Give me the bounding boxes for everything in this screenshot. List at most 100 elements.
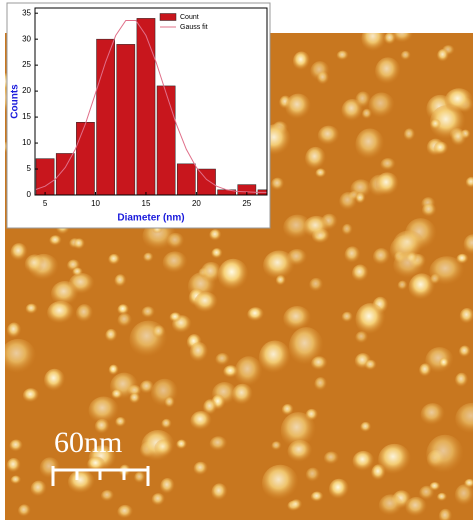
grain — [311, 356, 327, 371]
grain — [112, 389, 123, 399]
grain — [317, 72, 329, 86]
grain — [324, 452, 339, 466]
grain — [161, 419, 172, 429]
grain — [271, 441, 281, 451]
grain — [337, 51, 349, 61]
grain — [118, 313, 133, 328]
grain — [114, 274, 126, 287]
grain — [10, 440, 24, 453]
y-tick-label: 5 — [27, 164, 32, 173]
x-tick-label: 10 — [91, 199, 100, 208]
grain — [398, 280, 408, 290]
grain — [223, 365, 238, 378]
legend-label: Gauss fit — [180, 24, 208, 31]
grain — [170, 312, 182, 322]
grain — [167, 233, 184, 250]
grain — [152, 493, 165, 506]
grain — [375, 57, 401, 85]
histogram-inset: 05101520253035510152025Diameter (nm)Coun… — [7, 3, 276, 228]
grain — [419, 363, 432, 377]
x-tick-label: 15 — [142, 199, 151, 208]
grain — [232, 384, 253, 406]
grain — [26, 304, 38, 315]
bar — [36, 159, 54, 195]
bar — [76, 122, 94, 195]
legend-swatch — [160, 14, 176, 21]
grain — [422, 203, 437, 217]
grain — [218, 259, 249, 292]
grain — [456, 254, 468, 265]
grain — [404, 128, 415, 141]
grain — [445, 88, 473, 114]
grain — [355, 331, 368, 344]
grain — [165, 397, 175, 408]
grain — [263, 251, 295, 281]
grain — [376, 172, 399, 196]
grain — [305, 147, 326, 170]
grain — [40, 457, 60, 479]
grain — [369, 92, 395, 119]
grain — [306, 468, 320, 483]
grain — [304, 216, 330, 239]
grain — [108, 254, 120, 265]
grain — [293, 52, 310, 71]
grain — [426, 435, 464, 475]
grain — [281, 412, 316, 450]
y-axis-label: Counts — [10, 84, 21, 119]
grain — [23, 388, 39, 403]
grain — [355, 91, 370, 108]
grain — [211, 483, 227, 501]
grain — [419, 486, 435, 501]
bar — [197, 169, 215, 195]
bar — [117, 44, 135, 195]
grain — [455, 373, 468, 388]
scale-bar-label: 60nm — [54, 426, 122, 459]
grain — [355, 128, 384, 160]
y-tick-label: 15 — [22, 112, 31, 121]
grain — [143, 253, 153, 263]
grain — [68, 470, 95, 494]
grain — [259, 341, 291, 375]
grain — [342, 312, 353, 323]
grain — [163, 251, 188, 274]
grain — [437, 493, 447, 502]
grain — [109, 365, 119, 376]
y-tick-label: 10 — [22, 138, 31, 147]
grain — [401, 51, 411, 61]
grain — [210, 436, 228, 451]
grain — [353, 451, 375, 472]
y-tick-label: 35 — [22, 8, 31, 17]
grain — [101, 490, 114, 502]
grain — [76, 304, 93, 323]
grain — [329, 479, 349, 500]
grain — [117, 505, 133, 519]
bar — [177, 164, 195, 195]
y-tick-label: 0 — [27, 190, 32, 199]
bar — [157, 86, 175, 195]
grain — [235, 356, 263, 387]
grain — [247, 307, 264, 322]
grain — [290, 499, 302, 510]
grain — [49, 235, 61, 246]
grain — [142, 306, 155, 318]
grain — [309, 278, 323, 292]
grain — [365, 360, 377, 371]
grain — [134, 472, 145, 484]
y-tick-label: 20 — [22, 86, 31, 95]
y-tick-label: 25 — [22, 60, 31, 69]
grain — [380, 158, 395, 171]
grain — [215, 353, 229, 366]
bar — [56, 153, 74, 195]
grain — [373, 248, 390, 266]
grain — [311, 491, 324, 502]
grain — [318, 126, 340, 146]
grain — [378, 444, 411, 476]
grain — [314, 377, 327, 391]
grain — [176, 440, 187, 450]
grain — [18, 504, 31, 517]
grain — [11, 243, 28, 261]
grain — [285, 94, 311, 121]
legend-label: Count — [180, 14, 199, 21]
grain — [421, 403, 445, 426]
grain — [361, 25, 386, 52]
